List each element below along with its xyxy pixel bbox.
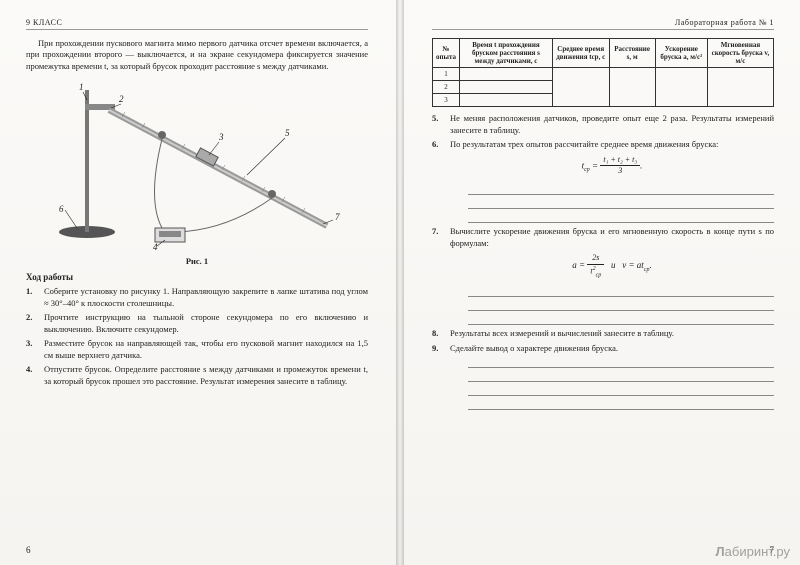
- answer-line: [468, 297, 774, 311]
- formula-accel-velocity: a = 2st2ср и v = atср.: [450, 253, 774, 279]
- step-2: Прочтите инструкцию на тыльной стороне с…: [26, 312, 368, 335]
- answer-line: [468, 195, 774, 209]
- svg-text:2: 2: [119, 94, 124, 104]
- answer-line: [468, 396, 774, 410]
- watermark-text: абиринт.ру: [725, 544, 790, 559]
- page-number-left: 6: [26, 545, 31, 555]
- running-head-left: 9 КЛАСС: [26, 18, 368, 30]
- step-1: Соберите установку по рисунку 1. Направл…: [26, 286, 368, 309]
- step-7: Вычислите ускорение движения бруска и ег…: [432, 226, 774, 325]
- watermark-icon: Л: [716, 544, 725, 559]
- formula-avg-time: tср = t₁ + t₂ + t₃3.: [450, 155, 774, 178]
- answer-line: [468, 209, 774, 223]
- apparatus-diagram: 1 2 6 3 5 7 4: [47, 80, 347, 250]
- svg-text:3: 3: [218, 132, 224, 142]
- col-avg-time: Среднее время движения tср, с: [552, 39, 609, 68]
- step-5: Не меняя расположения датчиков, проведит…: [432, 113, 774, 136]
- answer-line: [468, 368, 774, 382]
- answer-line: [468, 354, 774, 368]
- step-3: Разместите брусок на направляющей так, ч…: [26, 338, 368, 361]
- grade-label: 9 КЛАСС: [26, 18, 62, 27]
- procedure-heading: Ход работы: [26, 272, 368, 282]
- svg-text:7: 7: [335, 212, 340, 222]
- procedure-steps-right: Не меняя расположения датчиков, проведит…: [432, 113, 774, 410]
- table-header-row: № опыта Время t прохождения бруском расс…: [433, 39, 774, 68]
- col-velocity: Мгновенная скорость бруска v, м/с: [707, 39, 773, 68]
- intro-paragraph: При прохождении пускового магнита мимо п…: [26, 38, 368, 72]
- results-table: № опыта Время t прохождения бруском расс…: [432, 38, 774, 107]
- col-time: Время t прохождения бруском расстояния s…: [460, 39, 553, 68]
- svg-text:6: 6: [59, 204, 64, 214]
- step-4: Отпустите брусок. Определите расстояние …: [26, 364, 368, 387]
- answer-line: [468, 311, 774, 325]
- lab-title: Лабораторная работа № 1: [675, 18, 774, 27]
- book-spine: [396, 0, 404, 565]
- col-accel: Ускорение бруска a, м/с²: [655, 39, 707, 68]
- figure-caption: Рис. 1: [26, 256, 368, 266]
- answer-line: [468, 283, 774, 297]
- svg-text:5: 5: [285, 128, 290, 138]
- left-page: 9 КЛАСС При прохождении пускового магнит…: [0, 0, 400, 565]
- step-8: Результаты всех измерений и вычислений з…: [432, 328, 774, 339]
- watermark: Лабиринт.ру: [716, 544, 790, 559]
- figure-1: 1 2 6 3 5 7 4 Рис. 1: [26, 80, 368, 266]
- step-9: Сделайте вывод о характере движения брус…: [432, 343, 774, 410]
- col-distance: Расстояние s, м: [609, 39, 655, 68]
- answer-line: [468, 181, 774, 195]
- right-page: Лабораторная работа № 1 № опыта Время t …: [400, 0, 800, 565]
- book-spread: 9 КЛАСС При прохождении пускового магнит…: [0, 0, 800, 565]
- table-row: 1: [433, 68, 774, 81]
- svg-text:1: 1: [79, 82, 84, 92]
- col-trial: № опыта: [433, 39, 460, 68]
- answer-line: [468, 382, 774, 396]
- step-6: По результатам трех опытов рассчитайте с…: [432, 139, 774, 223]
- procedure-steps: Соберите установку по рисунку 1. Направл…: [26, 286, 368, 387]
- running-head-right: Лабораторная работа № 1: [432, 18, 774, 30]
